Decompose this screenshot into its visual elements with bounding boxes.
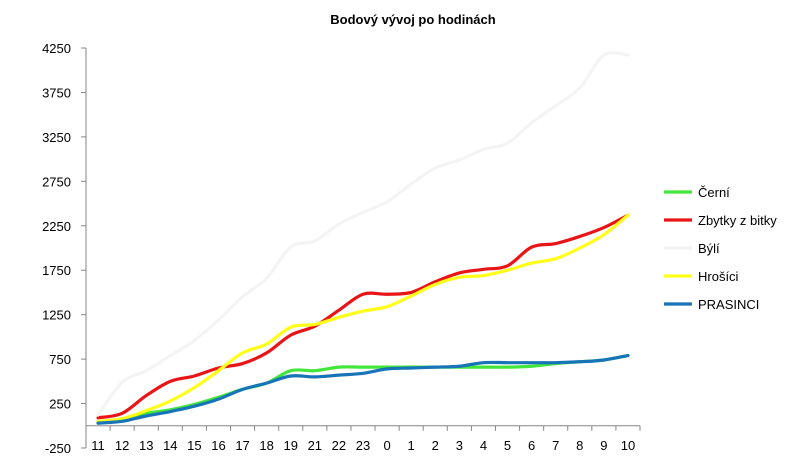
x-tick-label: 14 bbox=[163, 438, 177, 453]
legend-label: Zbytky z bitky bbox=[698, 213, 777, 228]
x-tick-label: 19 bbox=[284, 438, 298, 453]
x-tick-label: 8 bbox=[576, 438, 583, 453]
x-tick-label: 7 bbox=[552, 438, 559, 453]
legend-label: Černí bbox=[698, 185, 730, 200]
x-tick-label: 12 bbox=[115, 438, 129, 453]
series-line-1 bbox=[96, 213, 630, 420]
series-layer bbox=[96, 51, 630, 425]
x-tick-label: 1 bbox=[408, 438, 415, 453]
y-tick-label: 250 bbox=[49, 397, 71, 412]
x-axis: 11 12 13 14 15 16 17 18 19 21 22 23 0 1 2 3 4 5 6 7 8 9 10 bbox=[85, 425, 641, 453]
series-line-3 bbox=[96, 213, 630, 423]
x-tick-label: 21 bbox=[308, 438, 322, 453]
x-tick-label: 22 bbox=[332, 438, 346, 453]
legend-label: Hrošíci bbox=[698, 269, 739, 284]
x-tick-label: 3 bbox=[456, 438, 463, 453]
x-tick-label: 23 bbox=[356, 438, 370, 453]
series-line-4 bbox=[96, 353, 630, 425]
series-line-2 bbox=[96, 51, 630, 417]
x-tick-label: 15 bbox=[187, 438, 201, 453]
chart-title: Bodový vývoj po hodinách bbox=[330, 12, 495, 27]
x-tick-label: 17 bbox=[235, 438, 249, 453]
y-tick-label: 3250 bbox=[42, 130, 71, 145]
x-tick-label: 9 bbox=[600, 438, 607, 453]
x-tick-label: 16 bbox=[211, 438, 225, 453]
y-axis: -250 250 750 1250 1750 2250 2750 3250 3750 4250 bbox=[42, 41, 87, 456]
legend-label: PRASINCI bbox=[698, 297, 759, 312]
y-tick-label: 2250 bbox=[42, 219, 71, 234]
y-tick-label: -250 bbox=[45, 441, 71, 456]
x-tick-label: 4 bbox=[480, 438, 487, 453]
legend: Černí Zbytky z bitky Býlí Hrošíci PRASINCI bbox=[664, 185, 777, 312]
x-tick-label: 10 bbox=[621, 438, 635, 453]
x-tick-label: 5 bbox=[504, 438, 511, 453]
y-tick-label: 750 bbox=[49, 352, 71, 367]
legend-label: Býlí bbox=[698, 241, 720, 256]
y-tick-label: 1250 bbox=[42, 308, 71, 323]
x-tick-label: 0 bbox=[383, 438, 390, 453]
y-tick-label: 4250 bbox=[42, 41, 71, 56]
x-tick-label: 18 bbox=[259, 438, 273, 453]
y-tick-label: 2750 bbox=[42, 174, 71, 189]
x-tick-label: 2 bbox=[432, 438, 439, 453]
x-tick-label: 11 bbox=[91, 438, 105, 453]
y-tick-label: 3750 bbox=[42, 85, 71, 100]
x-tick-label: 13 bbox=[139, 438, 153, 453]
x-tick-label: 6 bbox=[528, 438, 535, 453]
y-tick-label: 1750 bbox=[42, 263, 71, 278]
series-line-0 bbox=[96, 353, 630, 425]
